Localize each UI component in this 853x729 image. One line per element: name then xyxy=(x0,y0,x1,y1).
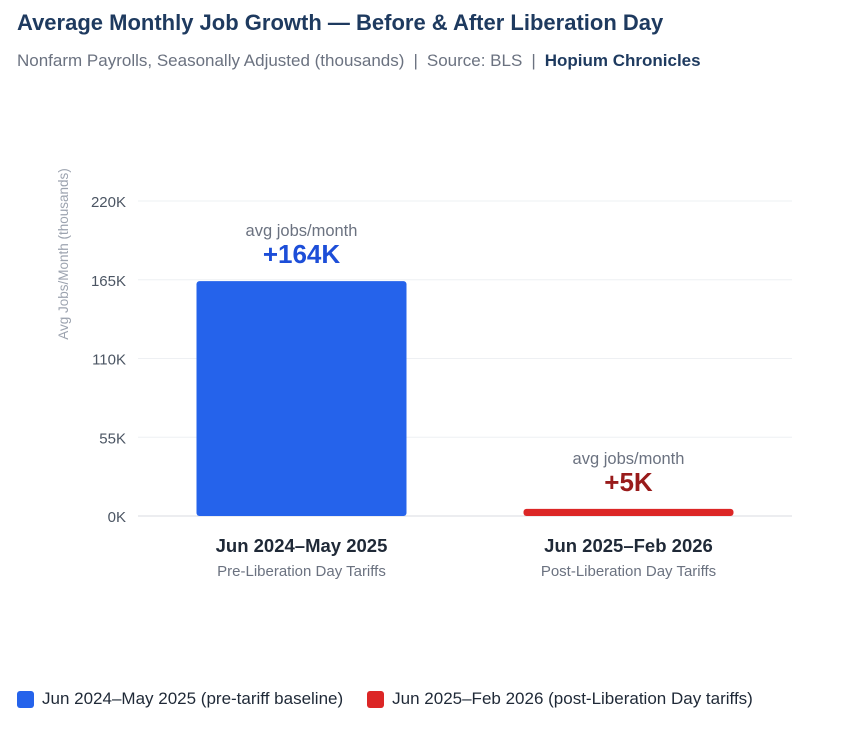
chart-subtitle: Nonfarm Payrolls, Seasonally Adjusted (t… xyxy=(17,51,701,71)
legend-label-pre-tariff: Jun 2024–May 2025 (pre-tariff baseline) xyxy=(42,689,344,708)
bar-value-caption: avg jobs/month xyxy=(573,450,685,468)
legend-label-post-tariff: Jun 2025–Feb 2026 (post-Liberation Day t… xyxy=(392,689,753,708)
subtitle-separator: | xyxy=(413,51,418,70)
chart-title: Average Monthly Job Growth — Before & Af… xyxy=(17,10,664,35)
subtitle-separator: | xyxy=(531,51,536,70)
subtitle-description: Nonfarm Payrolls, Seasonally Adjusted (t… xyxy=(17,51,405,70)
y-axis-title: Avg Jobs/Month (thousands) xyxy=(56,168,71,340)
subtitle-source: Source: BLS xyxy=(426,51,523,70)
y-tick-label: 55K xyxy=(99,430,126,447)
y-tick-label: 165K xyxy=(91,273,126,290)
y-tick-label: 110K xyxy=(92,352,126,369)
bar xyxy=(196,281,407,516)
legend-swatch-post-tariff xyxy=(367,690,385,708)
bar-chart: 0K 55K 110K 165K 220K Avg Jobs/Month (thousan… xyxy=(56,168,792,580)
chart-legend: Jun 2024–May 2025 (pre-tariff baseline) … xyxy=(17,689,777,709)
bar xyxy=(523,508,734,516)
bar-value-caption: avg jobs/month xyxy=(246,222,358,240)
y-tick-label: 0K xyxy=(108,509,126,526)
legend-item-pre-tariff[interactable]: Jun 2024–May 2025 (pre-tariff baseline) xyxy=(17,689,343,709)
x-category-label: Jun 2025–Feb 2026 xyxy=(544,535,713,556)
x-category-label: Jun 2024–May 2025 xyxy=(216,535,388,556)
x-category-sublabel: Post-Liberation Day Tariffs xyxy=(541,563,716,580)
bar-value-label: +164K xyxy=(263,239,341,269)
bar-value-label: +5K xyxy=(604,467,653,497)
y-tick-label: 220K xyxy=(91,194,126,211)
x-category-sublabel: Pre-Liberation Day Tariffs xyxy=(217,563,386,580)
subtitle-brand: Hopium Chronicles xyxy=(544,51,701,70)
legend-swatch-pre-tariff xyxy=(17,690,34,708)
legend-item-post-tariff[interactable]: Jun 2025–Feb 2026 (post-Liberation Day t… xyxy=(367,689,753,709)
